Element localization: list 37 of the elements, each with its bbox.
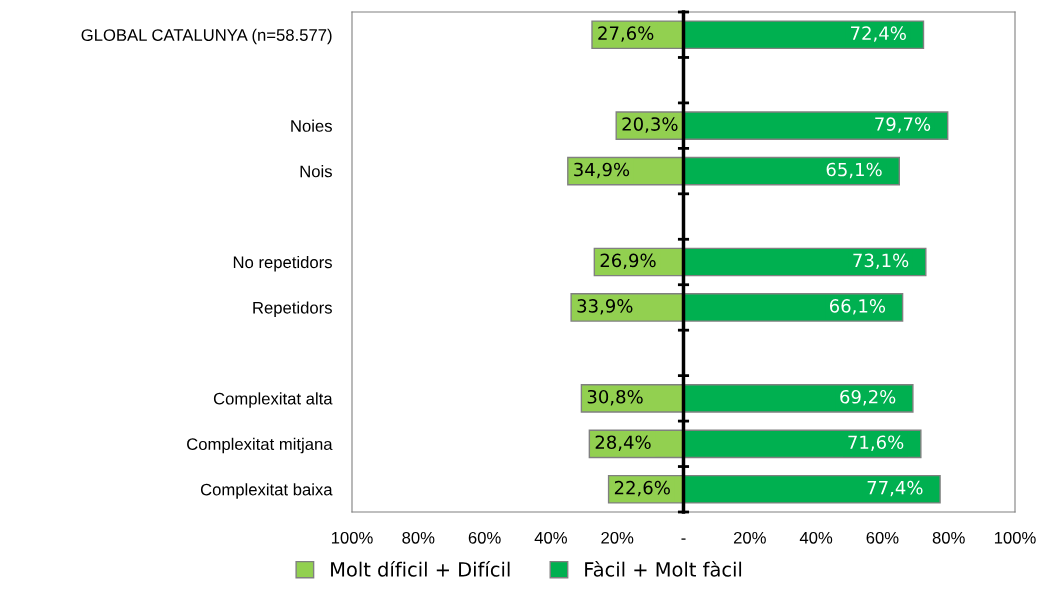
data-label: 30,8% — [587, 389, 643, 406]
x-tick-label: 60% — [866, 531, 899, 544]
data-label: 72,4% — [851, 26, 906, 42]
data-label: 27,6% — [598, 26, 654, 42]
data-label: 79,7% — [875, 117, 931, 133]
data-label: 26,9% — [600, 253, 656, 270]
y-tick-label: Repetidors — [253, 301, 332, 317]
x-tick-label: 100% — [331, 531, 373, 544]
x-tick-label: 80% — [402, 531, 435, 544]
legend-label: Molt díficil + Difícil — [331, 560, 510, 577]
data-label: 20,3% — [622, 117, 678, 133]
x-tick-label: 60% — [468, 531, 501, 544]
data-label: 34,9% — [574, 162, 630, 179]
x-tick-label: - — [681, 538, 686, 540]
data-label: 69,2% — [840, 389, 896, 406]
data-label: 33,9% — [577, 299, 633, 315]
x-tick-label: 80% — [932, 531, 965, 544]
x-tick-label: 40% — [534, 531, 567, 544]
legend-label: Fàcil + Molt fàcil — [585, 560, 742, 577]
y-tick-label: Nois — [300, 165, 332, 178]
y-tick-label: GLOBAL CATALUNYA (n=58.577) — [81, 28, 332, 45]
y-tick-label: Complexitat mitjana — [187, 437, 333, 454]
y-tick-label: Complexitat baixa — [200, 483, 333, 499]
y-tick-label: Noies — [291, 119, 332, 132]
data-label: 65,1% — [826, 162, 882, 179]
data-label: 28,4% — [595, 435, 651, 451]
data-label: 71,6% — [848, 435, 904, 451]
x-tick-label: 20% — [601, 531, 634, 544]
y-tick-label: No repetidors — [233, 255, 332, 272]
data-label: 22,6% — [614, 480, 670, 497]
data-label: 77,4% — [867, 480, 923, 497]
x-tick-label: 100% — [994, 531, 1036, 544]
y-tick-label: Complexitat alta — [213, 392, 333, 408]
x-tick-label: 20% — [733, 531, 766, 544]
data-label: 73,1% — [853, 253, 909, 270]
data-label: 66,1% — [829, 299, 886, 315]
x-tick-label: 40% — [799, 531, 833, 544]
